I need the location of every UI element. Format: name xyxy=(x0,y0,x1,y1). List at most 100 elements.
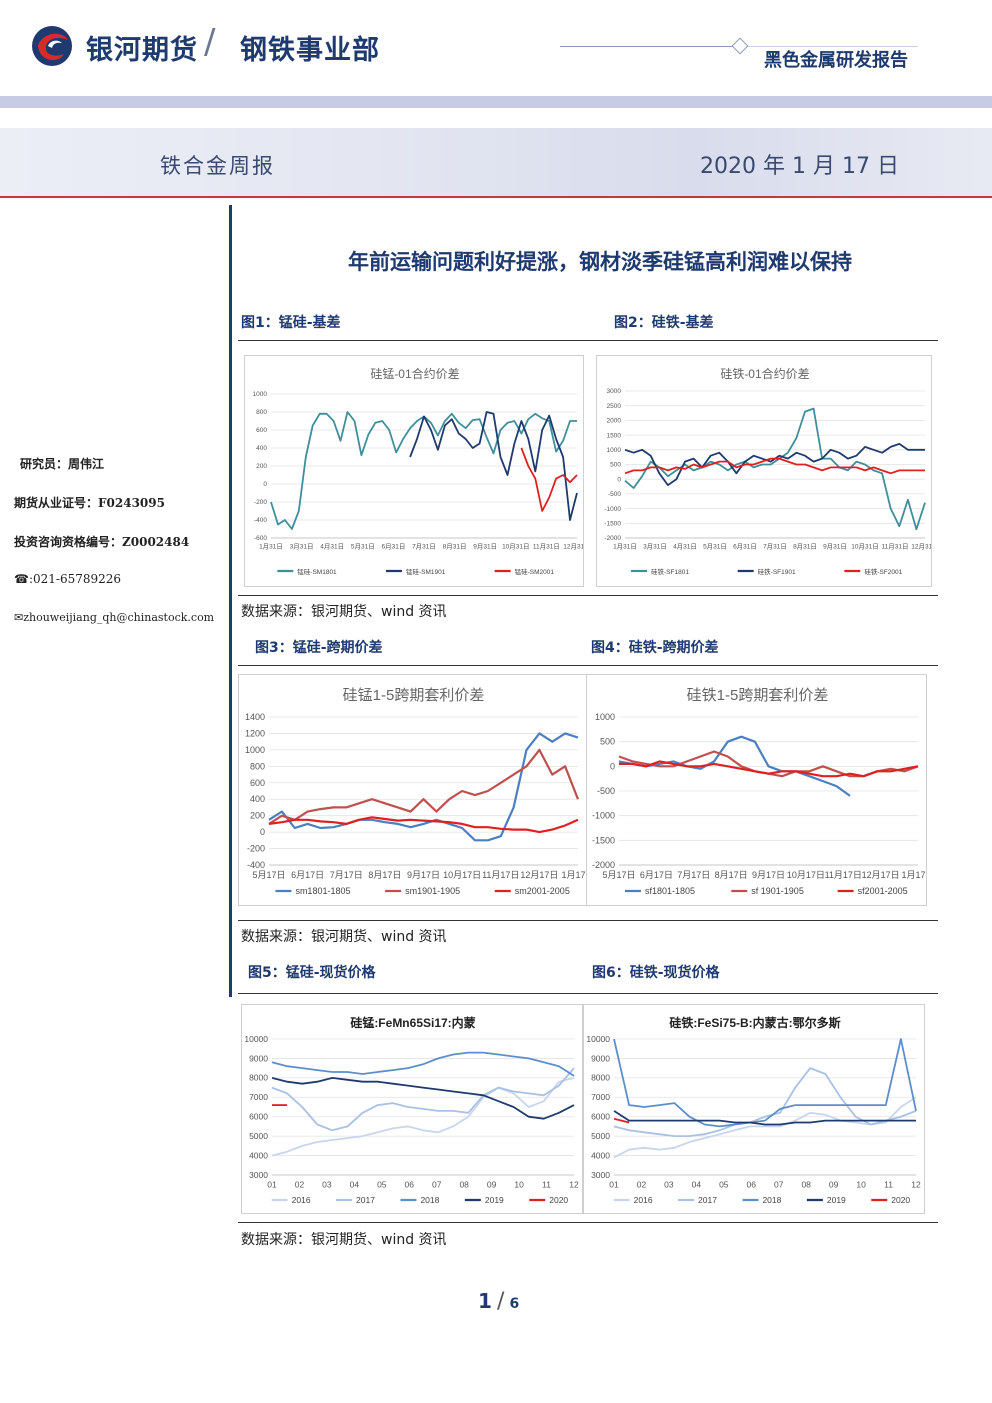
x-tick-label: 01 xyxy=(267,1180,277,1190)
x-tick-label: 12月31日 xyxy=(563,543,584,551)
x-tick-label: 1月17日 xyxy=(901,870,927,880)
x-tick-label: 7月17日 xyxy=(330,870,363,880)
figure-3-title: 图3：锰硅-跨期价差 xyxy=(255,640,383,656)
legend-label: 硅铁-SF1801 xyxy=(651,567,689,576)
x-tick-label: 10 xyxy=(514,1180,524,1190)
chart-title: 硅铁1-5跨期套利价差 xyxy=(687,687,829,704)
y-tick-label: -1500 xyxy=(592,835,615,845)
series-line-锰硅-SM1901 xyxy=(409,411,578,521)
series-line-锰硅-SM2001 xyxy=(520,447,578,512)
chart-title: 硅锰1-5跨期套利价差 xyxy=(343,687,485,704)
chart-sf-spread: 硅铁1-5跨期套利价差 1000 500 0 -500 -1000 -1500 -20005月… xyxy=(586,674,927,906)
header-rule xyxy=(560,46,736,47)
legend-label: sm1901-1905 xyxy=(405,886,460,896)
y-tick-label: -2000 xyxy=(592,860,615,870)
legend-label: 2018 xyxy=(420,1195,439,1205)
x-tick-label: 5月17日 xyxy=(252,870,285,880)
series-line-硅铁-SF1801 xyxy=(624,407,926,531)
legend-label: sm2001-2005 xyxy=(515,886,570,896)
x-tick-label: 10月31日 xyxy=(502,543,529,551)
x-tick-label: 7月31日 xyxy=(763,543,787,551)
title-band xyxy=(0,128,992,196)
x-tick-label: 05 xyxy=(377,1180,387,1190)
figure-row-3-bottom-rule xyxy=(238,1222,938,1223)
report-headline: 年前运输问题利好提涨，钢材淡季硅锰高利润难以保持 xyxy=(348,250,852,274)
series-line-2016 xyxy=(271,1077,575,1157)
x-tick-label: 03 xyxy=(664,1180,674,1190)
header-band-top xyxy=(0,96,992,108)
analyst-email[interactable]: ✉zhouweijiang_qh@chinastock.com xyxy=(14,611,215,624)
figure-row-1-bottom-rule xyxy=(238,595,938,596)
series-line-sf2001-2005 xyxy=(619,760,919,778)
y-tick-label: 4000 xyxy=(591,1150,610,1160)
y-tick-label: 3000 xyxy=(591,1170,610,1180)
x-tick-label: 8月31日 xyxy=(793,543,817,551)
x-tick-label: 01 xyxy=(609,1180,619,1190)
data-source-2: 数据来源：银河期货、wind 资讯 xyxy=(241,929,447,945)
y-tick-label: -200 xyxy=(254,499,267,506)
x-tick-label: 11月17日 xyxy=(825,870,862,880)
y-tick-label: 400 xyxy=(256,445,267,452)
y-tick-label: 200 xyxy=(250,811,265,821)
y-tick-label: 8000 xyxy=(591,1073,610,1083)
x-tick-label: 08 xyxy=(801,1180,811,1190)
legend-label: sf2001-2005 xyxy=(858,886,908,896)
x-tick-label: 06 xyxy=(747,1180,757,1190)
figure-row-2-top-rule xyxy=(238,665,938,666)
y-tick-label: 1200 xyxy=(245,728,265,738)
y-tick-label: 7000 xyxy=(591,1092,610,1102)
x-tick-label: 12月17日 xyxy=(520,870,558,880)
series-line-2019 xyxy=(271,1077,575,1120)
data-source-3: 数据来源：银河期货、wind 资讯 xyxy=(241,1232,447,1248)
y-tick-label: 500 xyxy=(610,462,621,469)
series-line-2020 xyxy=(613,1117,630,1124)
page-slash: / xyxy=(497,1289,505,1314)
y-tick-label: 1000 xyxy=(595,712,615,722)
report-date: 2020 年 1 月 17 日 xyxy=(700,154,899,179)
x-tick-label: 5月17日 xyxy=(602,870,635,880)
legend-label: 2016 xyxy=(634,1195,653,1205)
y-tick-label: -500 xyxy=(608,491,621,498)
x-tick-label: 09 xyxy=(829,1180,839,1190)
analyst-name: 研究员：周伟江 xyxy=(20,457,105,471)
x-tick-label: 08 xyxy=(459,1180,469,1190)
legend-label: 2019 xyxy=(485,1195,504,1205)
legend-label: sm1801-1805 xyxy=(295,886,350,896)
y-tick-label: -400 xyxy=(247,860,265,870)
series-line-2017 xyxy=(271,1067,575,1132)
chart-title: 硅铁:FeSi75-B:内蒙古:鄂尔多斯 xyxy=(669,1015,840,1030)
x-tick-label: 9月31日 xyxy=(473,543,497,551)
series-line-2018 xyxy=(271,1051,575,1077)
x-tick-label: 8月17日 xyxy=(715,870,748,880)
y-tick-label: 600 xyxy=(256,427,267,434)
y-tick-label: 1000 xyxy=(607,447,622,454)
page-indicator: 1 / 6 xyxy=(478,1289,519,1314)
x-tick-label: 02 xyxy=(295,1180,305,1190)
x-tick-label: 5月31日 xyxy=(703,543,727,551)
y-tick-label: 0 xyxy=(610,761,615,771)
y-tick-label: 200 xyxy=(256,463,267,470)
x-tick-label: 11月17日 xyxy=(482,870,519,880)
analyst-license: 期货从业证号：F0243095 xyxy=(14,496,165,510)
y-tick-label: 10000 xyxy=(586,1034,610,1044)
y-tick-label: 0 xyxy=(263,481,267,488)
y-tick-label: 0 xyxy=(260,827,265,837)
x-tick-label: 02 xyxy=(637,1180,647,1190)
y-tick-label: -500 xyxy=(597,786,615,796)
x-tick-label: 06 xyxy=(405,1180,415,1190)
x-tick-label: 3月31日 xyxy=(290,543,314,551)
figure-2-title: 图2：硅铁-基差 xyxy=(614,315,714,331)
legend-label: 硅铁-SF1901 xyxy=(758,567,796,576)
figure-6-title: 图6：硅铁-现货价格 xyxy=(592,965,720,981)
chart-sf-spot: 硅铁:FeSi75-B:内蒙古:鄂尔多斯 10000 9000 8000 7000 600… xyxy=(583,1004,925,1214)
legend-label: 2017 xyxy=(698,1195,717,1205)
x-tick-label: 10月31日 xyxy=(851,543,878,551)
y-tick-label: -1000 xyxy=(604,506,621,513)
y-tick-label: 9000 xyxy=(591,1053,610,1063)
x-tick-label: 04 xyxy=(350,1180,360,1190)
x-tick-label: 11 xyxy=(542,1180,551,1190)
series-line-2019 xyxy=(613,1110,916,1126)
y-tick-label: 1500 xyxy=(607,432,622,439)
figure-row-1-top-rule xyxy=(238,340,938,341)
company-logo xyxy=(32,26,72,66)
